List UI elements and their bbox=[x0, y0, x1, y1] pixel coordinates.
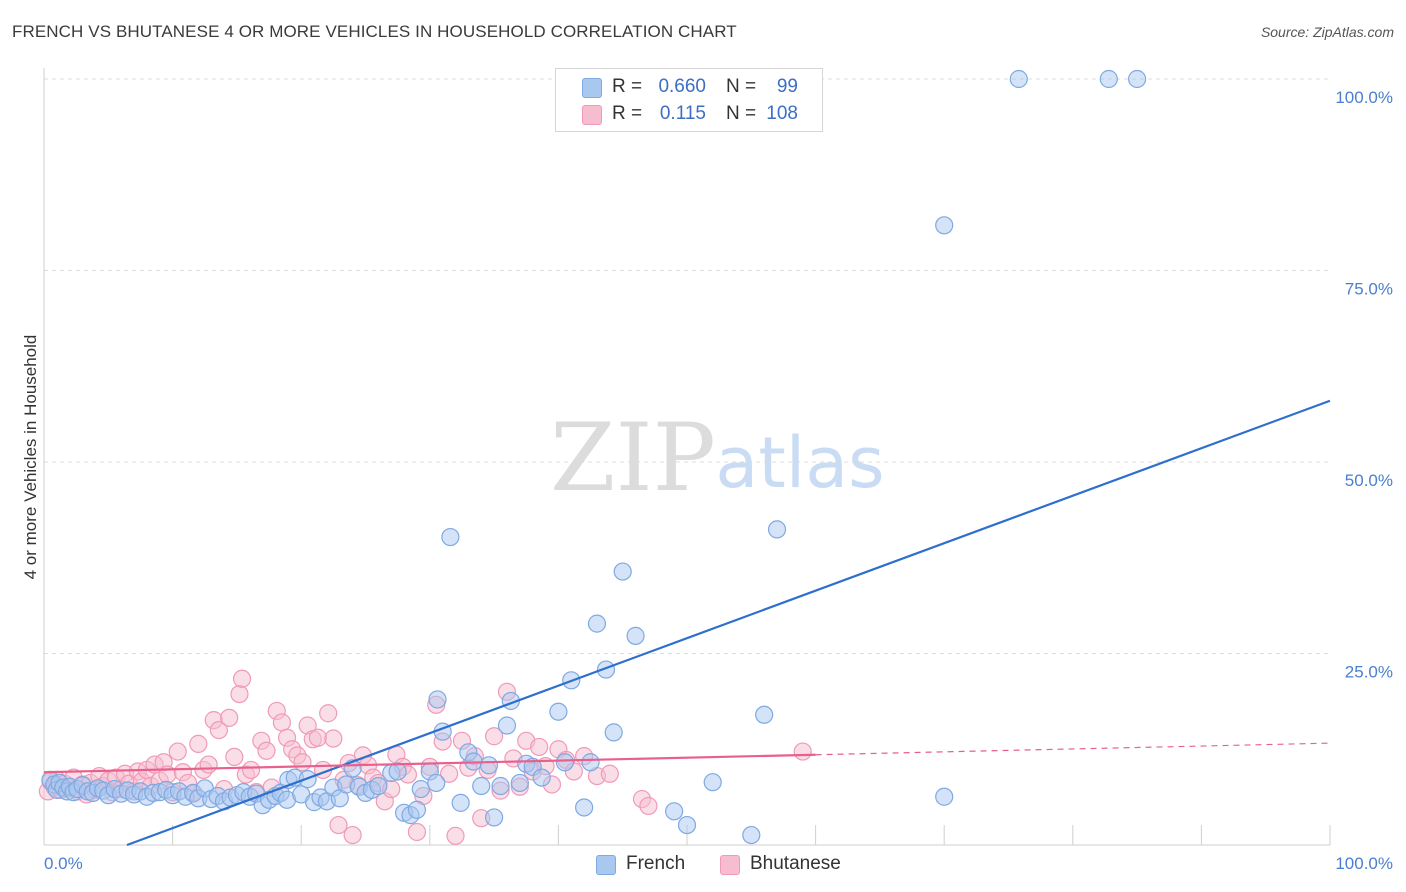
french-point bbox=[491, 776, 510, 796]
french-point bbox=[587, 614, 607, 633]
bhutanese-point bbox=[257, 741, 276, 760]
french-point bbox=[575, 798, 594, 817]
legend-n-value-bhutanese: 108 bbox=[766, 103, 798, 124]
legend-r-label: R = bbox=[612, 103, 643, 124]
legend-row-bhutanese: R = 0.115 N = 108 bbox=[556, 101, 822, 129]
bhutanese-point bbox=[241, 760, 261, 780]
bhutanese-point bbox=[189, 734, 208, 753]
french-point bbox=[677, 815, 697, 835]
french-point bbox=[532, 768, 551, 787]
french-point bbox=[755, 705, 774, 724]
bhutanese-trend-line bbox=[43, 753, 816, 774]
gridlines bbox=[44, 78, 1330, 654]
french-point bbox=[703, 773, 722, 792]
bhutanese-point bbox=[199, 755, 218, 774]
chart-title: FRENCH VS BHUTANESE 4 OR MORE VEHICLES I… bbox=[12, 22, 737, 41]
bhutanese-point bbox=[225, 747, 244, 767]
trend-lines bbox=[43, 399, 1331, 847]
french-point bbox=[479, 756, 499, 775]
bhutanese-point bbox=[308, 728, 328, 747]
bhutanese-point bbox=[209, 720, 228, 740]
legend-n-label: N = bbox=[726, 76, 757, 97]
bhutanese-point bbox=[319, 704, 338, 723]
french-point bbox=[1127, 69, 1147, 89]
watermark: ZIP atlas bbox=[550, 404, 884, 513]
correlation-legend: R = 0.660 N = 99 R = 0.115 N = 108 bbox=[555, 68, 823, 132]
french-point bbox=[665, 802, 684, 821]
french-point bbox=[472, 776, 491, 796]
french-point bbox=[596, 660, 616, 679]
legend-r-label: R = bbox=[612, 76, 643, 97]
y-axis-label: 4 or more Vehicles in Household bbox=[21, 335, 40, 580]
legend-swatch-bhutanese bbox=[582, 105, 602, 125]
french-point bbox=[411, 779, 430, 799]
french-point bbox=[742, 825, 761, 845]
bhutanese-point bbox=[293, 753, 312, 772]
watermark-atlas: atlas bbox=[715, 422, 884, 504]
legend-label-french: French bbox=[626, 853, 686, 874]
x-tick-label: 100.0% bbox=[1335, 854, 1393, 873]
french-point bbox=[407, 800, 427, 819]
french-point bbox=[427, 773, 446, 793]
french-point bbox=[767, 520, 787, 539]
bhutanese-point bbox=[439, 764, 459, 783]
french-point bbox=[485, 808, 504, 827]
french-point bbox=[388, 762, 407, 781]
french-point bbox=[510, 773, 529, 793]
legend-swatch-french bbox=[582, 78, 602, 98]
french-point bbox=[1009, 69, 1028, 89]
watermark-zip: ZIP bbox=[550, 404, 716, 513]
tick-labels: 100.0% 75.0% 50.0% 25.0% 0.0% 100.0% bbox=[44, 88, 1393, 873]
french-trend-line bbox=[126, 399, 1331, 847]
bhutanese-point bbox=[600, 764, 619, 783]
bhutanese-point bbox=[343, 825, 362, 845]
legend-swatch-bhutanese bbox=[720, 855, 740, 875]
series-legend: French Bhutanese bbox=[0, 852, 1406, 878]
french-point bbox=[626, 626, 645, 645]
french-points bbox=[41, 69, 1147, 845]
bhutanese-points bbox=[38, 669, 812, 845]
french-point bbox=[935, 216, 954, 235]
x-tick-label: 0.0% bbox=[44, 854, 83, 873]
y-tick-label: 25.0% bbox=[1345, 663, 1393, 682]
legend-label-bhutanese: Bhutanese bbox=[750, 853, 841, 874]
french-point bbox=[555, 753, 574, 772]
legend-n-value-french: 99 bbox=[776, 76, 798, 97]
bhutanese-point bbox=[530, 737, 549, 757]
bhutanese-point bbox=[446, 826, 465, 845]
french-point bbox=[451, 793, 470, 812]
legend-r-value-bhutanese: 0.115 bbox=[659, 103, 706, 124]
bhutanese-point bbox=[220, 708, 239, 727]
french-point bbox=[497, 716, 517, 735]
bhutanese-point bbox=[639, 796, 658, 816]
french-point bbox=[441, 527, 460, 547]
french-point bbox=[581, 753, 600, 772]
french-point bbox=[935, 787, 954, 806]
bhutanese-point bbox=[324, 729, 343, 748]
bhutanese-point bbox=[230, 684, 249, 704]
french-point bbox=[604, 723, 623, 742]
french-point bbox=[428, 690, 447, 709]
legend-swatch-french bbox=[596, 855, 616, 875]
y-tick-label: 75.0% bbox=[1345, 280, 1393, 299]
french-point bbox=[1099, 69, 1118, 89]
bhutanese-point bbox=[232, 669, 252, 688]
bhutanese-point bbox=[793, 742, 812, 761]
bhutanese-trend-line-dashed bbox=[815, 742, 1331, 756]
french-point bbox=[369, 776, 388, 796]
bhutanese-point bbox=[329, 815, 348, 835]
bhutanese-point bbox=[272, 713, 292, 732]
bhutanese-point bbox=[407, 822, 427, 842]
y-tick-label: 50.0% bbox=[1345, 471, 1393, 490]
legend-row-french: R = 0.660 N = 99 bbox=[556, 74, 822, 102]
y-tick-label: 100.0% bbox=[1335, 88, 1393, 107]
bhutanese-point bbox=[485, 727, 504, 746]
french-point bbox=[613, 562, 632, 581]
french-point bbox=[549, 702, 568, 721]
source-label: Source: ZipAtlas.com bbox=[1260, 24, 1394, 40]
legend-n-label: N = bbox=[726, 103, 757, 124]
legend-r-value-french: 0.660 bbox=[658, 76, 706, 97]
bhutanese-point bbox=[168, 742, 187, 761]
